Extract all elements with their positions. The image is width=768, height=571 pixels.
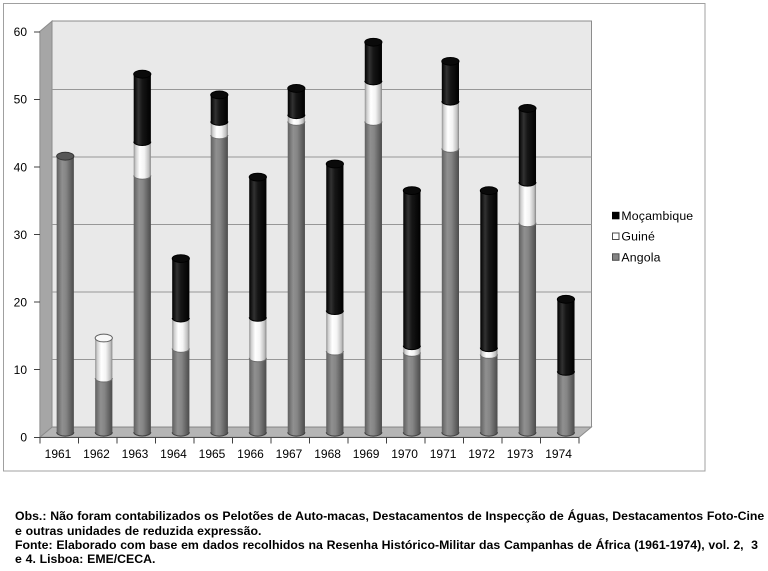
- svg-text:1963: 1963: [122, 447, 149, 461]
- svg-text:10: 10: [14, 363, 28, 377]
- svg-text:Angola: Angola: [621, 251, 660, 265]
- svg-text:Moçambique: Moçambique: [621, 209, 693, 223]
- svg-text:1962: 1962: [83, 447, 110, 461]
- svg-text:1967: 1967: [276, 447, 303, 461]
- svg-text:1969: 1969: [353, 447, 380, 461]
- svg-text:Guiné: Guiné: [621, 230, 655, 244]
- svg-text:40: 40: [14, 160, 28, 174]
- svg-text:1973: 1973: [507, 447, 534, 461]
- svg-text:1974: 1974: [545, 447, 572, 461]
- svg-text:1970: 1970: [391, 447, 418, 461]
- svg-text:50: 50: [14, 93, 28, 107]
- svg-text:60: 60: [14, 25, 28, 39]
- svg-text:1961: 1961: [45, 447, 72, 461]
- svg-text:20: 20: [14, 295, 28, 309]
- svg-text:1971: 1971: [430, 447, 457, 461]
- svg-text:1964: 1964: [160, 447, 187, 461]
- svg-text:0: 0: [20, 431, 27, 445]
- svg-text:1965: 1965: [199, 447, 226, 461]
- svg-text:1972: 1972: [468, 447, 495, 461]
- svg-text:1968: 1968: [314, 447, 341, 461]
- svg-text:1966: 1966: [237, 447, 264, 461]
- svg-text:30: 30: [14, 228, 28, 242]
